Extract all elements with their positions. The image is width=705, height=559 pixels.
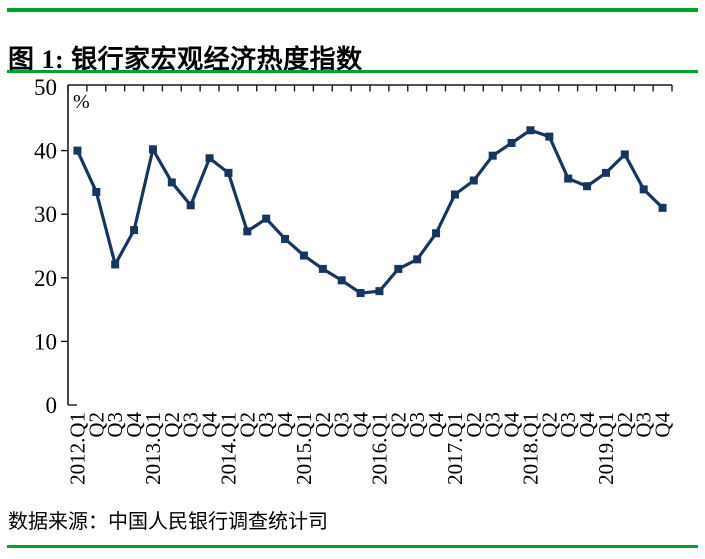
x-tick-label: Q4 — [198, 412, 222, 438]
data-point-marker — [450, 190, 459, 199]
data-point-marker — [167, 178, 176, 187]
x-tick-label: Q4 — [349, 412, 373, 438]
data-point-marker — [130, 226, 139, 235]
data-point-marker — [186, 201, 195, 210]
x-tick-label: Q4 — [122, 412, 146, 438]
chart-axes — [61, 84, 673, 406]
x-tick-label: 2015.Q1 — [292, 412, 316, 485]
x-tick-label: Q2 — [613, 412, 637, 438]
x-tick-label: Q3 — [405, 412, 429, 438]
x-tick-label: Q2 — [235, 412, 259, 438]
data-point-marker — [92, 187, 101, 196]
y-axis-unit-label: % — [73, 91, 90, 113]
series-line — [75, 128, 664, 295]
data-point-marker — [620, 150, 629, 159]
data-point-marker — [545, 132, 554, 141]
x-tick-label: Q2 — [311, 412, 335, 438]
y-tick-label: 10 — [34, 329, 57, 354]
data-point-marker — [526, 126, 535, 135]
x-tick-label: Q3 — [556, 412, 580, 438]
x-tick-label: Q3 — [179, 412, 203, 438]
data-point-marker — [639, 185, 648, 194]
data-point-marker — [356, 289, 365, 298]
data-point-marker — [73, 146, 82, 155]
x-tick-label: Q4 — [273, 412, 297, 438]
data-point-marker — [281, 235, 290, 244]
data-point-marker — [658, 203, 667, 212]
x-tick-label: Q4 — [424, 412, 448, 438]
data-point-marker — [111, 260, 120, 269]
y-tick-label: 40 — [34, 139, 57, 164]
data-point-marker — [205, 154, 214, 163]
data-point-marker — [394, 264, 403, 273]
x-axis-labels: 2012.Q1Q2Q3Q42013.Q1Q2Q3Q42014.Q1Q2Q3Q42… — [65, 412, 674, 485]
data-point-marker — [148, 145, 157, 154]
data-point-marker — [413, 255, 422, 264]
y-tick-label: 20 — [34, 266, 57, 291]
data-point-marker — [488, 151, 497, 160]
x-tick-label: Q4 — [575, 412, 599, 438]
data-point-marker — [375, 287, 384, 296]
x-tick-label: Q3 — [254, 412, 278, 438]
y-tick-label: 0 — [46, 393, 58, 418]
data-point-marker — [318, 264, 327, 273]
data-point-marker — [337, 276, 346, 285]
y-axis-labels: 0 10 20 30 40 50% — [34, 75, 90, 418]
data-point-marker — [299, 251, 308, 260]
title-divider-line — [7, 70, 698, 73]
x-tick-label: Q3 — [103, 412, 127, 438]
x-tick-label: Q3 — [481, 412, 505, 438]
data-point-marker — [564, 174, 573, 183]
data-point-marker — [601, 168, 610, 177]
x-tick-label: Q2 — [386, 412, 410, 438]
heat-index-series — [73, 126, 667, 298]
data-point-marker — [507, 138, 516, 147]
x-tick-label: 2012.Q1 — [65, 412, 89, 485]
x-tick-label: Q3 — [632, 412, 656, 438]
x-tick-label: 2018.Q1 — [518, 412, 542, 485]
x-tick-label: Q4 — [651, 412, 675, 438]
x-tick-label: Q2 — [537, 412, 561, 438]
x-tick-label: 2017.Q1 — [443, 412, 467, 485]
x-tick-label: Q3 — [330, 412, 354, 438]
top-divider-line — [7, 8, 698, 12]
data-point-marker — [583, 182, 592, 191]
x-tick-label: 2013.Q1 — [141, 412, 165, 485]
data-point-marker — [262, 214, 271, 223]
data-point-marker — [469, 176, 478, 185]
data-point-marker — [243, 227, 252, 236]
y-tick-label: 30 — [34, 202, 57, 227]
x-tick-label: Q2 — [84, 412, 108, 438]
data-point-marker — [432, 229, 441, 238]
y-tick-label: 50 — [34, 75, 57, 100]
figure-title: 图 1: 银行家宏观经济热度指数 — [8, 45, 363, 75]
x-tick-label: Q2 — [462, 412, 486, 438]
x-tick-label: 2016.Q1 — [367, 412, 391, 485]
data-point-marker — [224, 168, 233, 177]
x-tick-label: 2019.Q1 — [594, 412, 618, 485]
bottom-divider-line — [7, 545, 698, 548]
x-tick-label: Q4 — [500, 412, 524, 438]
x-tick-label: 2014.Q1 — [216, 412, 240, 485]
x-tick-label: Q2 — [160, 412, 184, 438]
data-source-note: 数据来源：中国人民银行调查统计司 — [8, 511, 328, 533]
